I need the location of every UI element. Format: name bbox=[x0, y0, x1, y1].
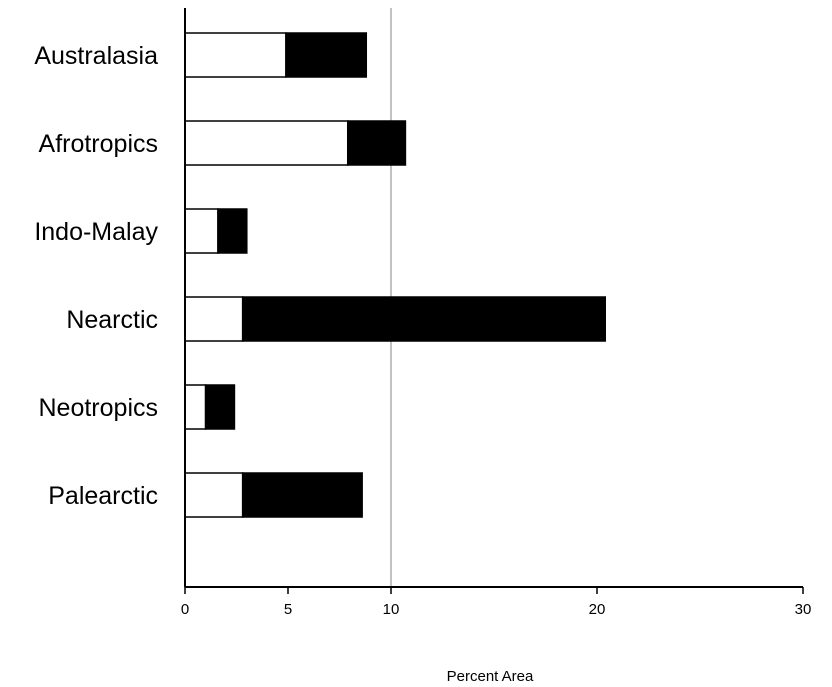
category-label: Palearctic bbox=[48, 482, 158, 510]
bar-segment-1-palearctic bbox=[184, 472, 244, 518]
labels-layer: Australasia Afrotropics Indo-Malay Nearctic… bbox=[34, 42, 811, 618]
x-tick-label: 10 bbox=[383, 601, 400, 618]
bars-layer bbox=[184, 32, 606, 518]
bar-segment-2-indo-malay bbox=[217, 208, 248, 254]
x-tick-label: 20 bbox=[589, 601, 606, 618]
category-label: Indo-Malay bbox=[34, 218, 158, 246]
x-tick-label: 30 bbox=[795, 601, 812, 618]
bar-segment-1-indo-malay bbox=[184, 208, 219, 254]
category-label: Nearctic bbox=[66, 306, 158, 334]
bar-segment-2-afrotropics bbox=[346, 120, 407, 166]
bar-segment-2-neotropics bbox=[204, 384, 236, 430]
bar-segment-1-afrotropics bbox=[184, 120, 349, 166]
bar-segment-1-australasia bbox=[184, 32, 287, 78]
category-label: Afrotropics bbox=[39, 130, 158, 158]
x-tick-label: 5 bbox=[284, 601, 292, 618]
x-tick-label: 0 bbox=[181, 601, 189, 618]
category-label: Australasia bbox=[34, 42, 158, 70]
bar-segment-2-australasia bbox=[285, 32, 368, 78]
bar-segment-1-nearctic bbox=[184, 296, 244, 342]
bar-segment-2-palearctic bbox=[241, 472, 363, 518]
category-label: Neotropics bbox=[39, 394, 159, 422]
axes-layer bbox=[184, 8, 804, 594]
bar-segment-2-nearctic bbox=[241, 296, 606, 342]
bar-segment-1-neotropics bbox=[184, 384, 207, 430]
x-axis-title: Percent Area bbox=[447, 668, 534, 685]
